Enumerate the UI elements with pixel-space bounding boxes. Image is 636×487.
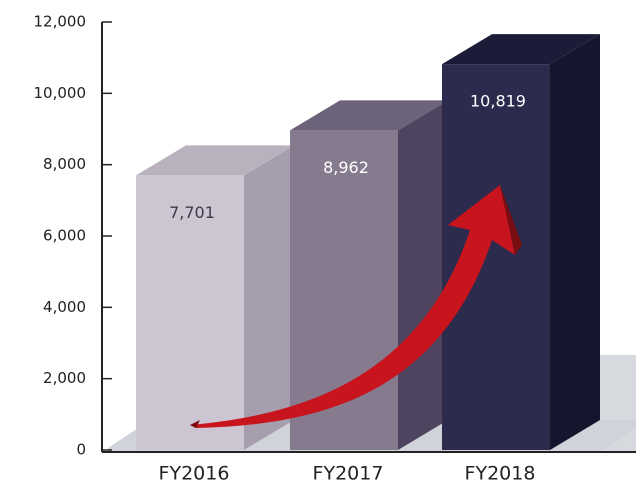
- value-label: 8,962: [323, 158, 369, 177]
- page: 7,701 8,962 10,819 0 2,000 4,000 6,000 8,000 10…: [0, 0, 636, 487]
- value-label: 7,701: [169, 203, 215, 222]
- x-tick-label: FY2017: [313, 463, 384, 485]
- y-tick-label: 12,000: [34, 13, 87, 31]
- bar-side: [244, 145, 294, 450]
- y-tick-label: 2,000: [43, 369, 86, 387]
- bar-side: [550, 34, 600, 450]
- bar: [442, 64, 550, 450]
- x-tick-label: FY2018: [465, 463, 536, 485]
- y-tick-label: 6,000: [43, 227, 86, 245]
- y-tick-label: 10,000: [34, 84, 87, 102]
- bar-side: [398, 100, 448, 450]
- y-tick-label: 0: [76, 441, 86, 459]
- value-label: 10,819: [470, 92, 526, 111]
- y-tick-label: 8,000: [43, 155, 86, 173]
- y-tick-label: 4,000: [43, 298, 86, 316]
- chart: 7,701 8,962 10,819 0 2,000 4,000 6,000 8,000 10…: [0, 0, 636, 487]
- x-tick-label: FY2016: [159, 463, 230, 485]
